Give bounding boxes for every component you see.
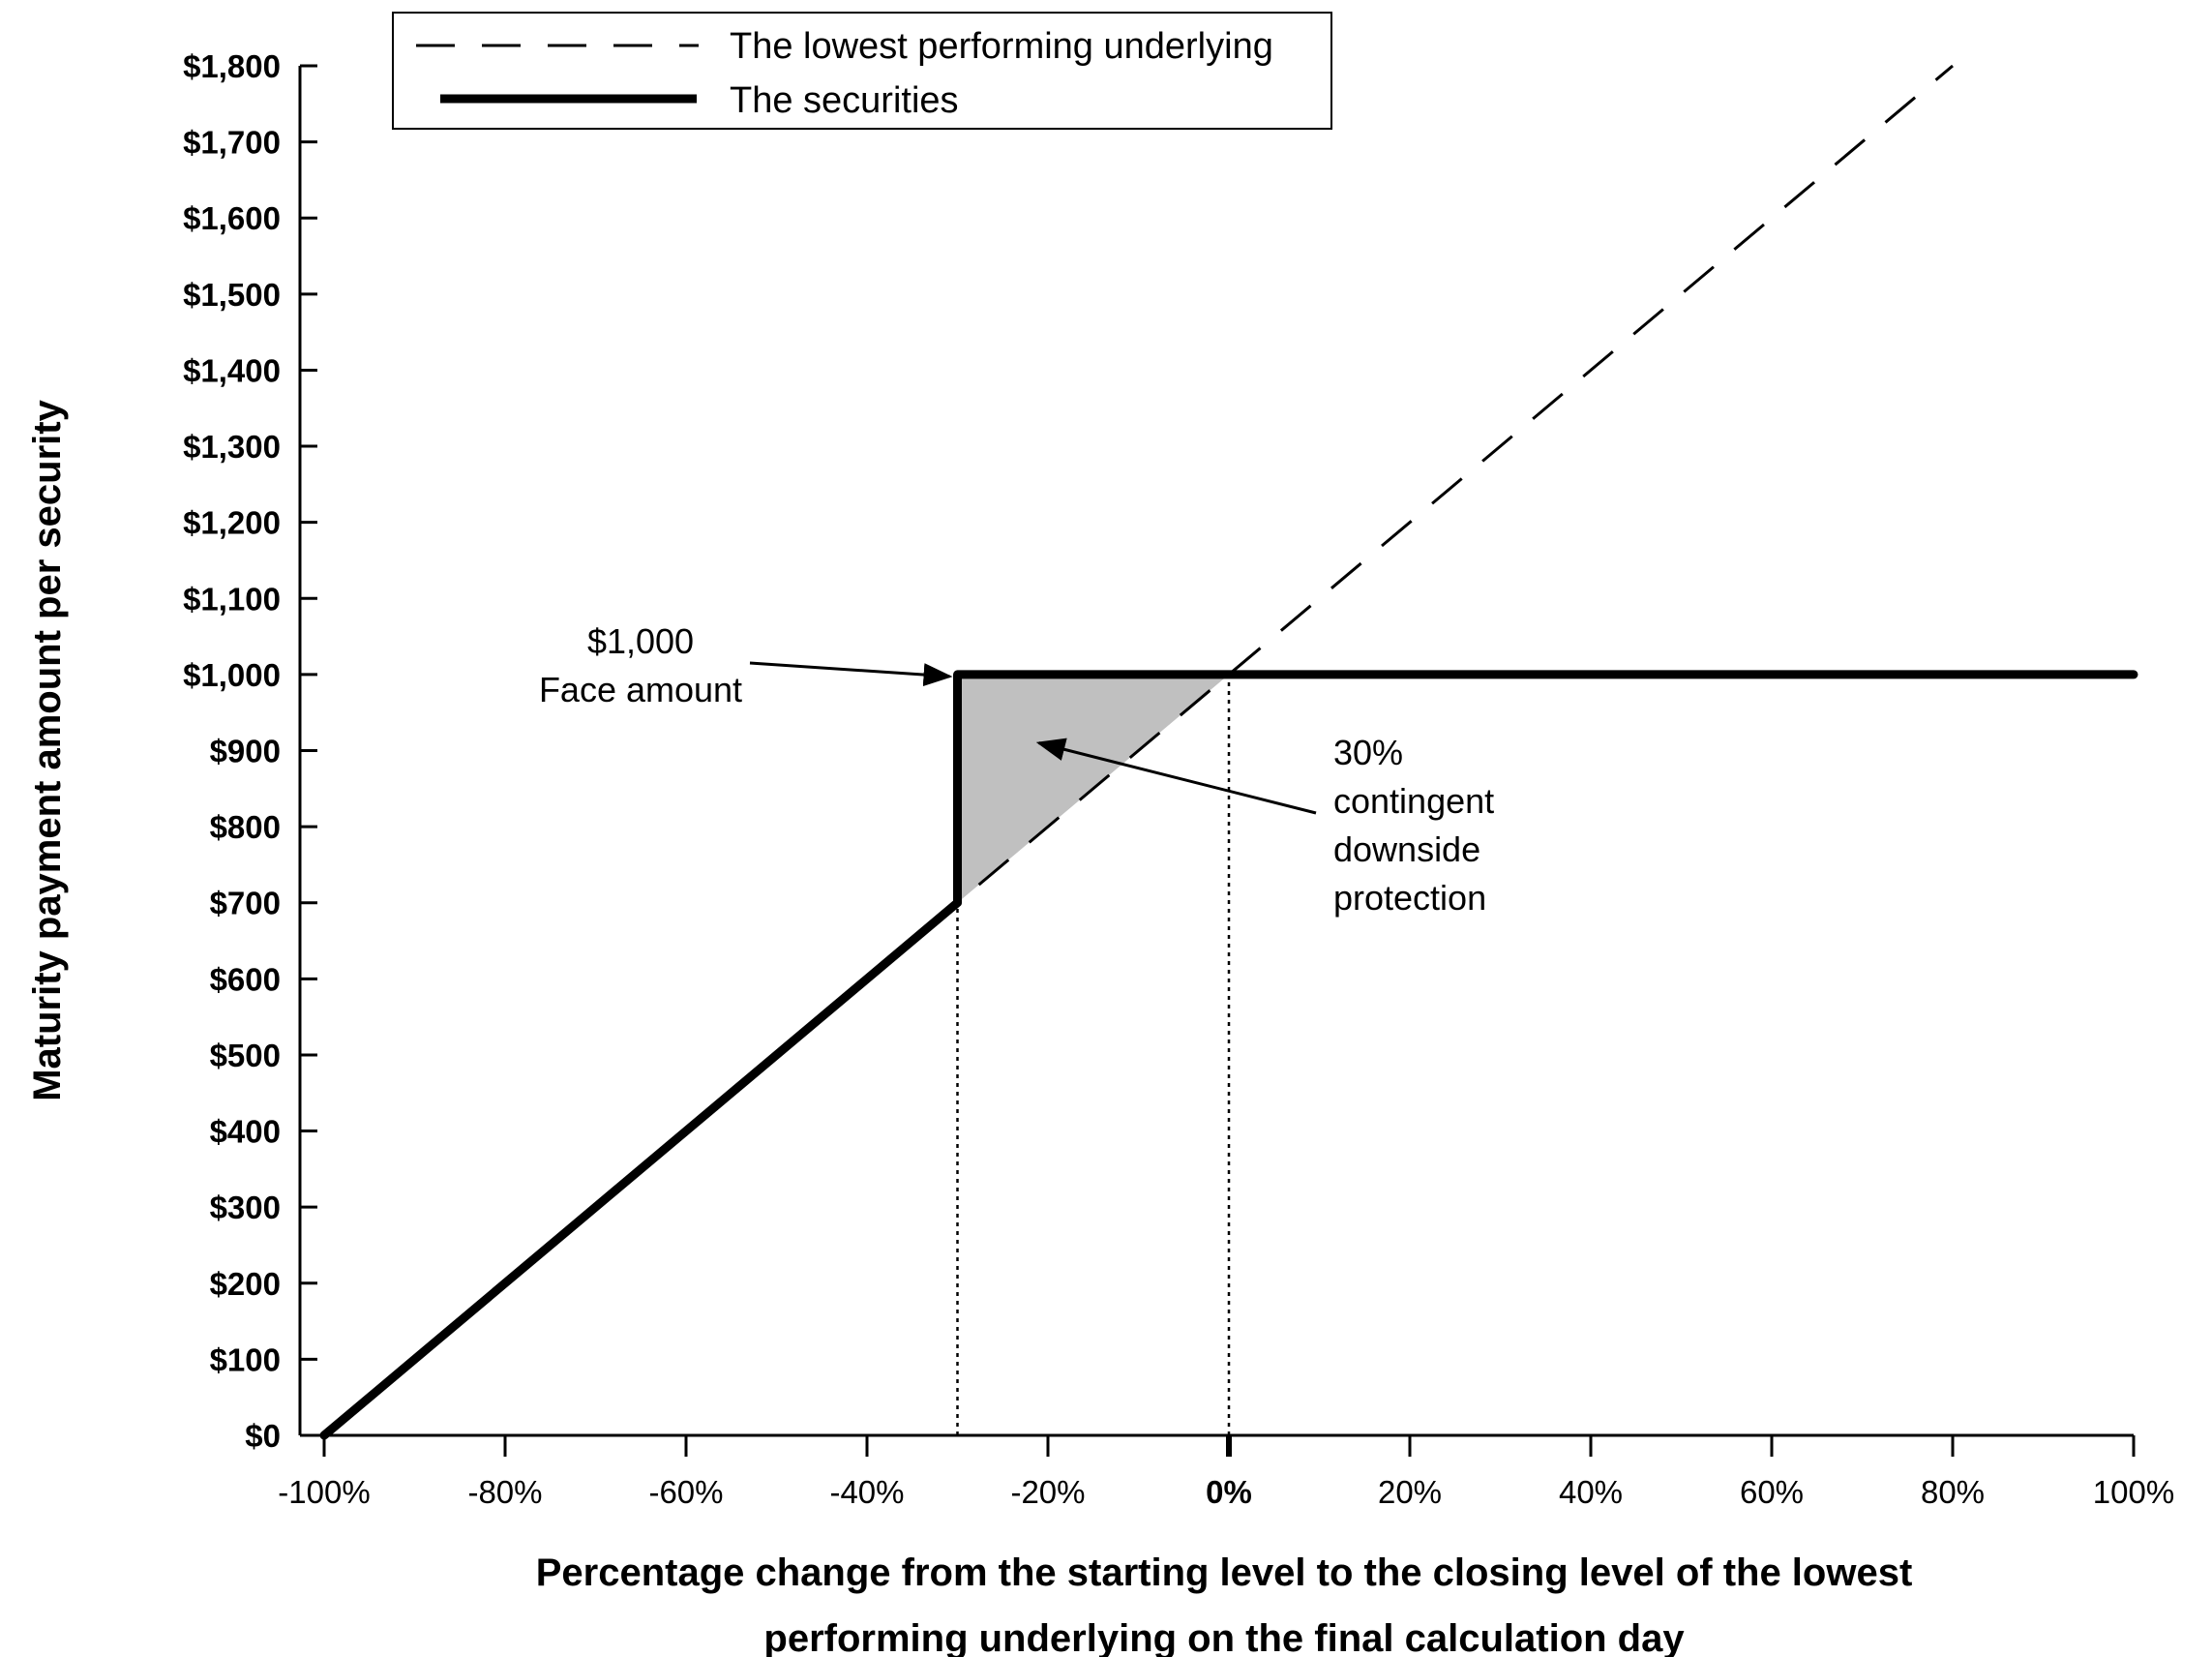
y-tick-label: $1,000 [183, 657, 281, 693]
annotation-protection-text: downside [1333, 829, 1480, 869]
x-tick-label: 0% [1206, 1474, 1252, 1510]
y-ticks-layer: $0 $100 $200 $300 $400 $500 $600 $700 $800 $900 $1… [183, 48, 317, 1454]
x-axis-title-line-2: performing underlying on the final calcu… [763, 1617, 1685, 1657]
y-tick-label: $1,100 [183, 581, 281, 617]
x-tick-label: 60% [1740, 1474, 1804, 1510]
annotation-protection-text: 30% [1333, 733, 1403, 772]
x-tick-label: -60% [648, 1474, 723, 1510]
x-tick-label: 40% [1559, 1474, 1623, 1510]
legend-label-securities: The securities [730, 80, 959, 121]
x-tick-label: 20% [1378, 1474, 1442, 1510]
annotations-layer: $1,000 Face amount 30% contingent downside pr… [539, 621, 1494, 918]
reference-lines-layer [956, 674, 1231, 1435]
y-tick-label: $1,200 [183, 505, 281, 541]
y-tick-label: $1,600 [183, 200, 281, 236]
y-tick-label: $900 [210, 734, 281, 769]
x-tick-label: -80% [467, 1474, 542, 1510]
y-tick-label: $500 [210, 1038, 281, 1073]
y-tick-label: $1,700 [183, 125, 281, 161]
y-tick-label: $300 [210, 1190, 281, 1225]
y-tick-label: $0 [245, 1418, 281, 1454]
y-tick-label: $400 [210, 1114, 281, 1150]
legend: The lowest performing underlying The sec… [392, 12, 1332, 130]
y-tick-label: $200 [210, 1266, 281, 1302]
annotation-face-amount-text: Face amount [539, 670, 742, 709]
x-tick-label: -20% [1010, 1474, 1085, 1510]
y-tick-label: $1,500 [183, 277, 281, 313]
annotation-protection-arrow [1035, 738, 1317, 815]
legend-label-underlying: The lowest performing underlying [730, 26, 1273, 67]
series-layer [319, 64, 2138, 1440]
x-tick-label: -100% [278, 1474, 370, 1510]
annotation-protection-text: protection [1333, 878, 1486, 918]
legend-box [392, 12, 1332, 130]
series-line-securities [319, 670, 2138, 1440]
y-tick-label: $700 [210, 886, 281, 921]
annotation-face-amount-text: $1,000 [587, 621, 694, 661]
x-axis-title-line-1: Percentage change from the starting leve… [536, 1552, 1913, 1594]
y-tick-label: $600 [210, 961, 281, 997]
y-tick-label: $800 [210, 809, 281, 845]
annotation-face-amount-arrow [749, 661, 953, 687]
y-tick-label: $1,400 [183, 352, 281, 388]
x-tick-label: -40% [829, 1474, 904, 1510]
y-tick-label: $100 [210, 1341, 281, 1377]
x-ticks-layer: -100% -80% -60% -40% -20% 0% 20% 40% 60% 80% 100% [278, 1435, 2174, 1510]
y-tick-label: $1,800 [183, 48, 281, 84]
x-tick-label: 100% [2093, 1474, 2174, 1510]
annotation-protection-text: contingent [1333, 781, 1494, 821]
y-axis-title: Maturity payment amount per security [26, 399, 69, 1100]
x-tick-label: 80% [1921, 1474, 1985, 1510]
y-tick-label: $1,300 [183, 429, 281, 465]
